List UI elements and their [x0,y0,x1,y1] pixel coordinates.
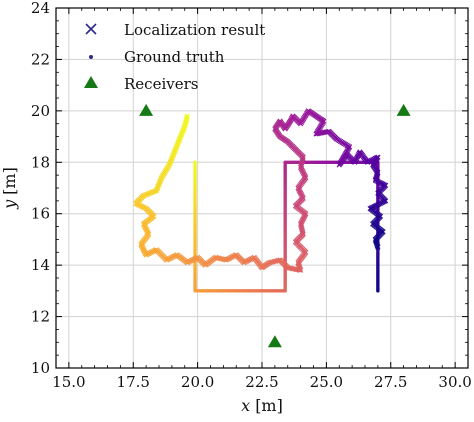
localization-marker [179,129,186,135]
legend-label-localization: Localization result [124,21,265,39]
localization-marker [146,190,152,197]
x-tick-label: 30.0 [438,373,471,391]
localization-marker [168,156,175,162]
localization-marker [176,136,183,142]
localization-marker [171,150,177,157]
localization-marker [176,137,182,144]
ground-truth-point [193,160,197,164]
localization-marker [140,193,147,199]
legend-item-localization: Localization result [85,21,265,39]
localization-marker [155,183,161,189]
y-tick-label: 24 [31,0,50,17]
x-tick-label: 15.0 [52,373,85,391]
localization-marker [145,191,151,197]
y-tick-label: 10 [31,359,50,377]
legend-label-receivers: Receivers [124,75,198,93]
receivers-series [139,103,411,348]
localization-marker [174,142,180,148]
localization-marker [171,149,178,155]
x-tick-label: 25.0 [310,373,343,391]
localization-marker [167,159,174,165]
localization-marker [154,186,160,192]
localization-marker [143,191,150,198]
localization-marker [168,157,174,164]
localization-marker [157,179,163,185]
legend-item-ground-truth: Ground truth [89,48,225,66]
localization-marker [157,177,164,184]
localization-marker [173,145,179,151]
legend-item-receivers: Receivers [84,75,198,93]
legend-x-marker [85,23,97,35]
localization-marker [172,147,178,154]
y-axis-unit: [m] [0,167,19,195]
localization-marker [170,153,176,159]
y-tick-label: 22 [31,50,50,68]
localization-marker [156,182,162,188]
receiver-marker [396,103,411,116]
receiver-marker [139,103,154,116]
localization-marker [142,192,148,198]
y-tick-label: 18 [31,153,50,171]
localization-marker [149,189,155,195]
localization-marker [150,189,157,195]
y-tick-label: 14 [31,256,50,274]
localization-marker [180,127,186,134]
grid-layer [56,7,468,369]
data-layer [133,103,411,348]
localization-marker [184,114,190,121]
plot-frame [55,7,469,369]
x-axis-var: x [241,396,250,415]
receiver-marker [267,335,282,348]
x-tick-label: 17.5 [117,373,150,391]
localization-series [133,108,389,273]
localization-marker [175,140,181,147]
ground-truth-series [193,160,380,293]
y-tick-label: 16 [31,205,50,223]
localization-marker [178,132,184,138]
localization-marker [169,155,175,161]
ticks-layer: 15.0 17.5 20.0 22.5 25.0 27.5 30.0 10 12 14 16 18 20… [31,0,472,391]
y-axis-title: y [m] [0,167,19,210]
localization-marker [178,133,184,139]
localization-marker [153,187,160,194]
localization-marker [180,126,187,132]
x-axis-unit: [m] [255,396,283,415]
y-tick-label: 12 [31,308,50,326]
x-tick-label: 22.5 [245,373,278,391]
localization-marker [179,130,185,137]
x-axis-title: x [m] [241,396,283,415]
localization-marker [170,152,176,158]
localization-marker [158,176,164,182]
legend: Localization result Ground truth Receive… [84,21,265,93]
localization-marker [184,113,190,119]
y-tick-label: 20 [31,102,50,120]
legend-label-ground-truth: Ground truth [124,48,225,66]
legend-triangle-marker [84,76,98,88]
localization-marker [174,143,180,149]
y-axis-var: y [0,199,19,210]
localization-marker [154,185,161,191]
legend-dot-marker [89,55,93,59]
localization-marker [167,160,173,167]
localization-marker [156,180,162,187]
localization-marker [181,125,187,131]
localization-marker [148,190,154,196]
localization-marker [175,139,182,145]
localization-marker [177,135,183,141]
x-tick-label: 20.0 [181,373,214,391]
localization-marker [172,146,179,152]
x-tick-label: 27.5 [374,373,407,391]
localization-marker [166,162,172,168]
